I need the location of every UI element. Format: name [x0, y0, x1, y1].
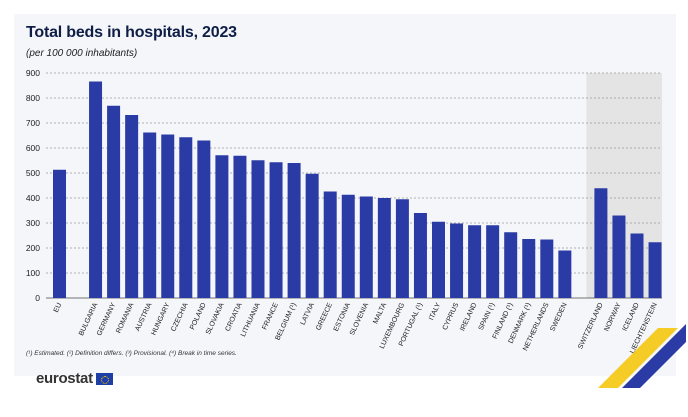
bar	[287, 163, 301, 298]
bar	[341, 194, 355, 298]
bar	[305, 173, 319, 298]
y-tick-label: 900	[26, 68, 40, 78]
x-tick-label: ITALY	[428, 302, 442, 322]
bar	[612, 215, 626, 298]
bar	[594, 188, 608, 298]
x-tick-label: SPAIN (¹)	[478, 302, 497, 332]
bar	[432, 221, 445, 298]
bar	[125, 115, 139, 298]
x-tick-label: POLAND	[189, 302, 208, 331]
bar	[648, 242, 662, 298]
x-tick-label: FRANCE	[261, 302, 280, 331]
eurostat-logo: eurostat	[36, 370, 113, 387]
y-tick-label: 0	[35, 293, 40, 303]
footnote: (¹) Estimated. (²) Definition differs. (…	[26, 350, 237, 357]
y-tick-label: 700	[26, 118, 40, 128]
y-tick-label: 200	[26, 243, 40, 253]
x-tick-label: SLOVAKIA	[205, 302, 226, 336]
x-tick-label: EU	[53, 302, 63, 314]
x-tick-label: CZECHIA	[170, 302, 189, 333]
eu-flag-icon	[95, 372, 113, 385]
y-tick-label: 100	[26, 268, 40, 278]
x-tick-label: SWEDEN	[549, 302, 568, 333]
bar	[468, 225, 482, 298]
bar	[107, 105, 121, 298]
bar	[395, 199, 409, 298]
bar	[161, 134, 175, 298]
bar	[323, 191, 337, 298]
bar	[143, 132, 157, 298]
bar	[53, 169, 66, 298]
y-tick-label: 600	[26, 143, 40, 153]
x-tick-label: MALTA	[372, 302, 388, 325]
bar	[251, 160, 265, 298]
bar	[377, 198, 391, 298]
x-tick-label: SLOVENIA	[349, 302, 370, 337]
x-tick-label: ROMANIA	[115, 302, 135, 335]
logo-text: eurostat	[36, 370, 93, 387]
bar	[540, 239, 554, 298]
chart-title: Total beds in hospitals, 2023	[26, 24, 237, 41]
x-tick-label: LATVIA	[300, 302, 316, 327]
y-tick-label: 300	[26, 218, 40, 228]
bar	[522, 239, 536, 298]
bar	[89, 81, 103, 298]
bar	[413, 213, 427, 298]
x-tick-label: CROATIA	[224, 302, 243, 333]
bar	[179, 137, 193, 298]
bar	[215, 155, 229, 298]
bar	[233, 155, 247, 298]
bar	[504, 232, 518, 298]
y-tick-label: 400	[26, 193, 40, 203]
y-tick-label: 800	[26, 93, 40, 103]
bar	[197, 140, 211, 298]
x-tick-label: CYPRUS	[442, 302, 461, 332]
bar	[558, 250, 572, 298]
decorative-corner-stripes	[598, 324, 686, 388]
bar	[359, 196, 373, 298]
x-tick-label: ESTONIA	[333, 302, 352, 333]
x-tick-label: GREECE	[315, 302, 334, 332]
x-tick-label: LITHUANIA	[240, 302, 262, 338]
chart-subtitle: (per 100 000 inhabitants)	[26, 48, 138, 59]
y-tick-label: 500	[26, 168, 40, 178]
bar	[269, 162, 283, 298]
x-tick-label: HUNGARY	[150, 302, 171, 337]
bar	[486, 225, 500, 298]
bar	[630, 233, 644, 298]
x-tick-label: AUSTRIA	[134, 302, 153, 333]
bar	[450, 223, 464, 298]
x-tick-label: IRELAND	[459, 302, 478, 332]
